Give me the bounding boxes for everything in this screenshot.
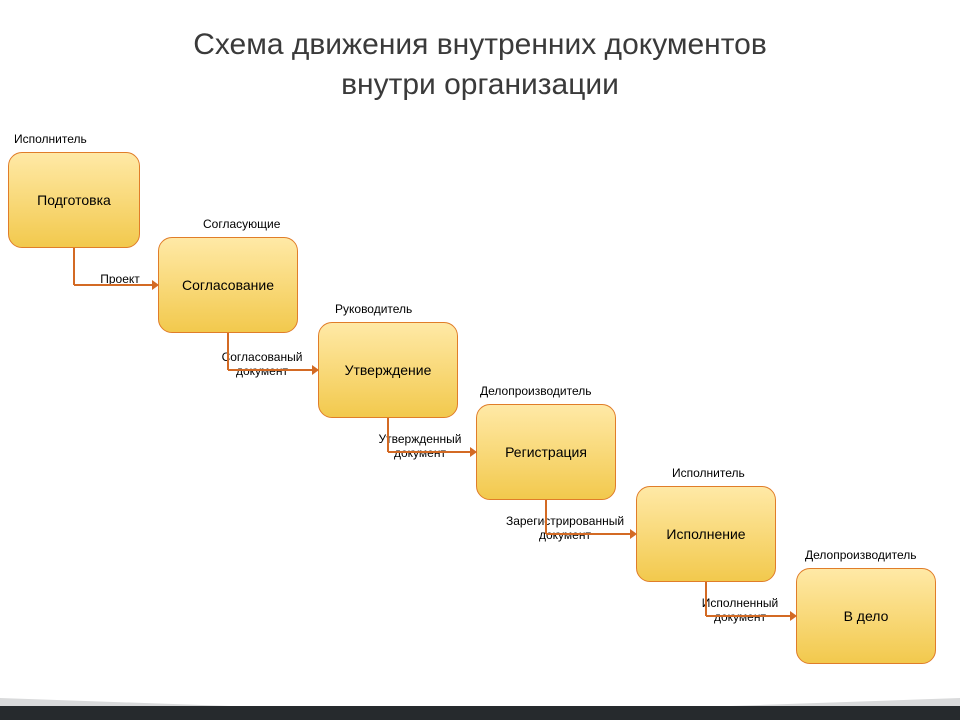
arrowhead-icon (790, 611, 797, 621)
node-execution: Исполнение (636, 486, 776, 582)
footer-decor-dark (0, 706, 960, 720)
diagram-title-line2: внутри организации (0, 68, 960, 102)
node-approval: Согласование (158, 237, 298, 333)
role-node-3: Делопроизводитель (480, 384, 592, 398)
connector-v (545, 500, 547, 534)
arrowhead-icon (630, 529, 637, 539)
node-preparation: Подготовка (8, 152, 140, 248)
node-registration: Регистрация (476, 404, 616, 500)
connector-h (228, 369, 313, 371)
diagram-title-line1: Схема движения внутренних документов (0, 28, 960, 62)
edge-label-2: Утвержденный документ (370, 432, 470, 460)
connector-h (546, 533, 631, 535)
arrowhead-icon (312, 365, 319, 375)
arrowhead-icon (152, 280, 159, 290)
connector-v (387, 418, 389, 452)
connector-h (706, 615, 791, 617)
role-node-0: Исполнитель (14, 132, 87, 146)
connector-h (388, 451, 471, 453)
role-node-1: Согласующие (203, 217, 280, 231)
edge-label-3: Зарегистрированный документ (500, 514, 630, 542)
connector-v (705, 582, 707, 616)
role-node-4: Исполнитель (672, 466, 745, 480)
diagram-canvas: Схема движения внутренних документов вну… (0, 0, 960, 720)
arrowhead-icon (470, 447, 477, 457)
role-node-5: Делопроизводитель (805, 548, 917, 562)
connector-v (73, 248, 75, 285)
connector-h (74, 284, 153, 286)
node-authorization: Утверждение (318, 322, 458, 418)
node-filing: В дело (796, 568, 936, 664)
role-node-2: Руководитель (335, 302, 412, 316)
connector-v (227, 333, 229, 370)
